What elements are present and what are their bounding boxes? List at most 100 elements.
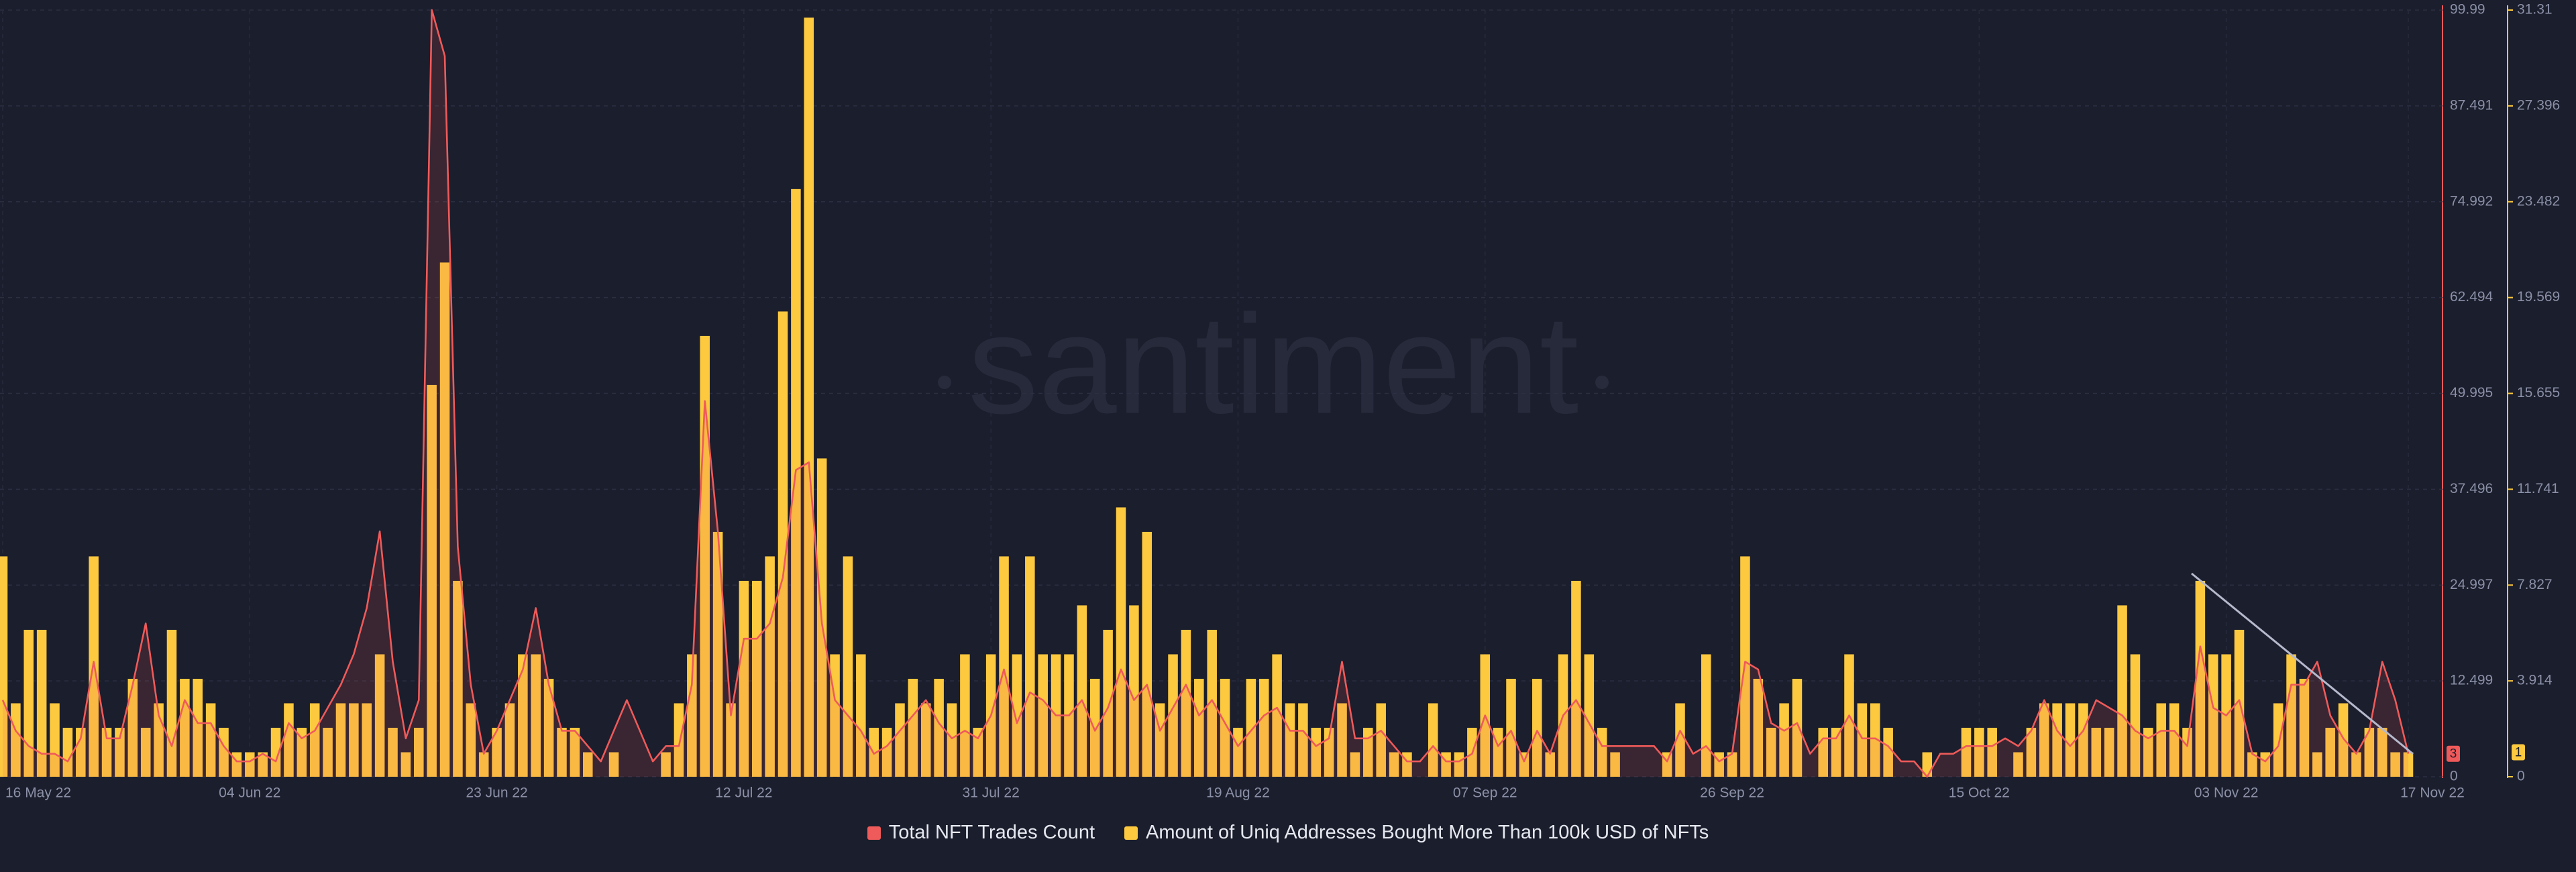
bar: [309, 703, 320, 777]
bar: [2091, 727, 2102, 777]
bar: [219, 727, 229, 777]
bar: [270, 727, 281, 777]
y2-tick-label: 7.827: [2517, 577, 2553, 592]
bar: [1766, 727, 1776, 777]
bar: [2169, 703, 2180, 777]
bar: [1220, 678, 1230, 777]
bar: [492, 727, 502, 777]
bar: [1675, 703, 1685, 777]
bar: [712, 531, 723, 777]
bar: [908, 678, 918, 777]
bar: [284, 703, 294, 777]
bar: [2026, 727, 2037, 777]
bar: [531, 654, 541, 777]
bar: [1571, 580, 1581, 777]
x-tick-label: 26 Sep 22: [1700, 785, 1764, 801]
y2-tick-label: 31.31: [2517, 2, 2553, 17]
bar: [934, 678, 944, 777]
watermark-dot: [938, 376, 951, 389]
bar: [1103, 629, 1113, 777]
bar: [478, 752, 489, 777]
bar: [115, 727, 125, 777]
bar: [583, 752, 593, 777]
bar: [1258, 678, 1269, 777]
bar: [1142, 531, 1152, 777]
x-tick-label: 12 Jul 22: [715, 785, 772, 801]
x-tick-label: 07 Sep 22: [1453, 785, 1517, 801]
bar: [2208, 654, 2218, 777]
x-tick-label: 04 Jun 22: [219, 785, 280, 801]
y2-tick-label: 0: [2517, 769, 2525, 784]
bar: [1246, 678, 1256, 777]
bar: [2299, 678, 2310, 777]
bar: [388, 727, 398, 777]
bar: [2195, 580, 2206, 777]
bar: [1311, 727, 1322, 777]
bar: [1974, 727, 1984, 777]
bar: [1363, 727, 1373, 777]
bar: [76, 727, 86, 777]
y2-tick-label: 19.569: [2517, 289, 2560, 305]
bar: [205, 703, 216, 777]
bar: [843, 556, 853, 777]
bar: [739, 580, 749, 777]
last-value-label: 1: [2515, 746, 2522, 760]
x-tick-label: 15 Oct 22: [1949, 785, 2010, 801]
bar: [1961, 727, 1972, 777]
bar: [856, 654, 866, 777]
bar: [2039, 703, 2049, 777]
bar: [1285, 703, 1295, 777]
x-tick-label: 19 Aug 22: [1206, 785, 1270, 801]
bar: [1012, 654, 1022, 777]
bar: [1532, 678, 1542, 777]
bar: [1337, 703, 1347, 777]
bar: [2312, 752, 2322, 777]
last-value-badge: [2447, 745, 2460, 762]
bar: [1207, 629, 1217, 777]
bar: [1038, 654, 1048, 777]
bar: [1727, 752, 1737, 777]
bar: [804, 17, 814, 777]
bar: [726, 703, 736, 777]
bar: [570, 727, 580, 777]
bar: [2065, 703, 2076, 777]
bar: [1389, 752, 1399, 777]
legend-label: Amount of Uniq Addresses Bought More Tha…: [1146, 822, 1709, 843]
bar: [2013, 752, 2023, 777]
legend-item[interactable]: Amount of Uniq Addresses Bought More Tha…: [1124, 822, 1709, 844]
x-tick-label: 23 Jun 22: [466, 785, 527, 801]
bar: [1792, 678, 1803, 777]
x-tick-label: 17 Nov 22: [2400, 785, 2465, 801]
bar: [1584, 654, 1595, 777]
bar: [414, 727, 424, 777]
bar: [258, 752, 268, 777]
bar: [1376, 703, 1386, 777]
bar: [2390, 752, 2400, 777]
bar: [0, 556, 8, 777]
legend-swatch: [867, 826, 881, 840]
y-tick-label: 24.997: [2450, 577, 2493, 592]
bar: [335, 703, 346, 777]
legend-item[interactable]: Total NFT Trades Count: [867, 822, 1095, 844]
trend-line: [2191, 572, 2414, 755]
bar: [1857, 703, 1868, 777]
y-tick-label: 12.499: [2450, 673, 2493, 688]
bar: [453, 580, 463, 777]
bar: [2130, 654, 2141, 777]
y-tick-label: 87.491: [2450, 97, 2493, 113]
bar: [427, 384, 437, 777]
bar: [1116, 507, 1126, 777]
y-tick-label: 37.496: [2450, 481, 2493, 496]
bar: [2338, 703, 2349, 777]
bar: [999, 556, 1009, 777]
last-value-badge: [2512, 744, 2525, 761]
y-tick-label: 49.995: [2450, 385, 2493, 400]
bar: [466, 703, 476, 777]
bar: [920, 703, 931, 777]
bar: [557, 727, 567, 777]
bar: [1129, 605, 1139, 777]
bar: [1922, 752, 1933, 777]
bar: [1597, 727, 1607, 777]
chart: santiment 0 12.499 24.997 37.496 49.995 62.49…: [0, 2, 2560, 801]
x-tick-label: 16 May 22: [5, 785, 71, 801]
